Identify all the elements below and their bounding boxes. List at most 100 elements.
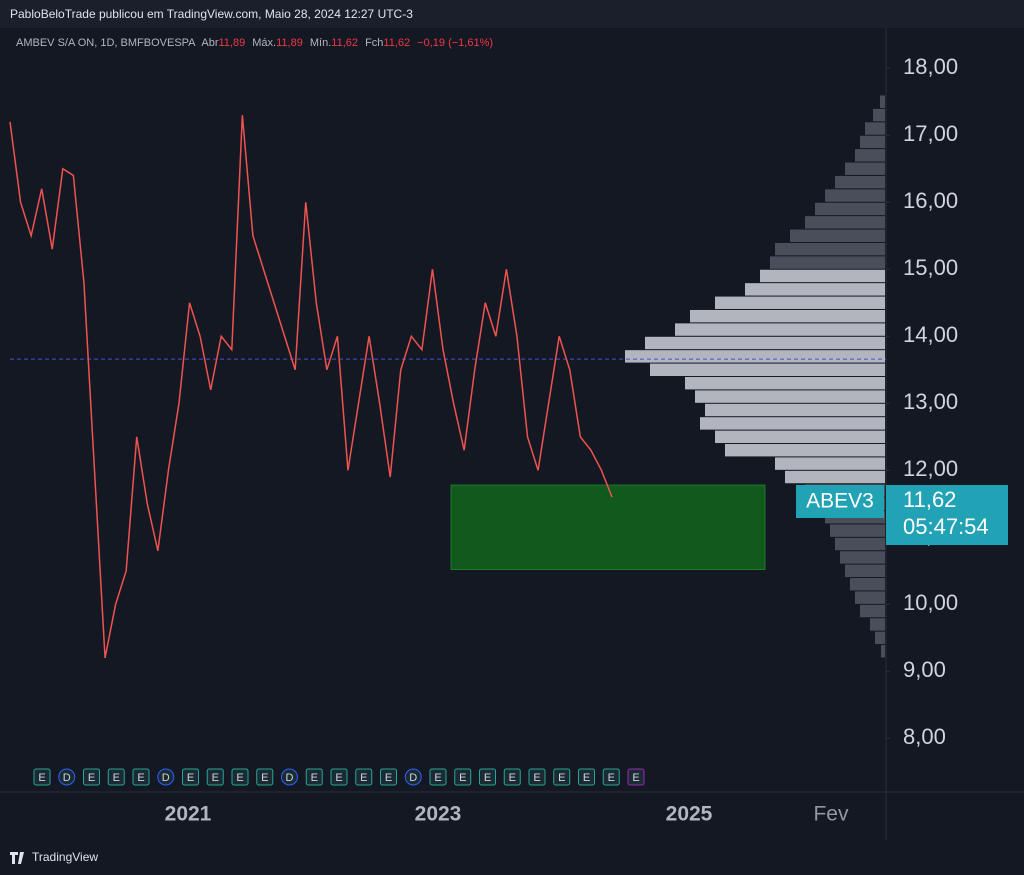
profile-bar — [875, 631, 885, 645]
event-label: E — [509, 772, 516, 784]
profile-bar — [860, 604, 885, 618]
event-label: E — [261, 772, 268, 784]
profile-bar — [865, 122, 885, 135]
event-badge — [578, 768, 595, 786]
profile-bar — [675, 323, 885, 336]
profile-bar — [855, 591, 885, 604]
event-badge — [305, 768, 323, 786]
event-badge — [553, 768, 571, 786]
logo — [10, 852, 24, 864]
event-badge — [429, 768, 447, 786]
event-label: E — [484, 772, 491, 784]
event-badge — [132, 768, 150, 786]
event-badge — [107, 768, 125, 786]
event-badge — [355, 768, 373, 786]
event-label: D — [162, 772, 170, 784]
y-tick-label: 17,00 — [903, 121, 958, 146]
value: 11,62 — [331, 37, 358, 49]
event-badge — [256, 768, 274, 786]
x-tick-label: 2023 — [415, 803, 462, 826]
ticker-badge — [796, 485, 884, 518]
event-label: E — [632, 772, 639, 784]
profile-bar — [860, 135, 885, 149]
profile-bar — [745, 283, 885, 296]
x-tick-label: Fev — [813, 803, 849, 826]
y-tick-label: 10,00 — [903, 590, 958, 615]
event-label: E — [583, 772, 590, 784]
event-badge — [330, 768, 348, 786]
event-label: E — [311, 772, 318, 784]
event-badge — [479, 768, 496, 786]
event-badge — [454, 768, 472, 786]
x-tick-label: 2025 — [666, 803, 713, 826]
profile-bar — [815, 202, 885, 216]
event-badge — [528, 768, 546, 786]
event-badge — [231, 768, 249, 786]
price-line — [9, 115, 613, 659]
event-label: E — [137, 772, 144, 784]
event-label: E — [113, 772, 120, 784]
profile-bar — [775, 242, 885, 256]
profile-bar — [835, 537, 885, 551]
footer — [0, 840, 1024, 875]
event-label: E — [335, 772, 342, 784]
event-label: E — [360, 772, 367, 784]
profile-bar — [850, 578, 885, 591]
profile-bar — [695, 390, 885, 403]
event-badge — [33, 768, 51, 786]
header-text: PabloBeloTrade publicou em TradingView.c… — [10, 7, 413, 21]
x-tick-label: 2021 — [165, 803, 212, 826]
price-badge — [886, 485, 1008, 545]
event-badge — [83, 768, 100, 786]
event-label: E — [187, 772, 194, 784]
profile-bar — [770, 256, 885, 269]
event-label: E — [558, 772, 565, 784]
profile-bar — [685, 376, 885, 390]
event-badge — [58, 768, 76, 786]
y-tick-label: 12,00 — [903, 456, 958, 481]
profile-bar — [645, 336, 885, 350]
y-tick-label: 13,00 — [903, 389, 958, 414]
profile-bar — [715, 296, 885, 309]
event-badge — [627, 768, 645, 786]
profile-bar — [845, 564, 885, 578]
event-badge — [157, 768, 175, 786]
profile-bar — [725, 444, 885, 457]
event-badge — [380, 768, 397, 786]
profile-bar — [881, 645, 885, 658]
label: Fch — [365, 37, 383, 49]
last-price: 11,62 — [903, 487, 956, 512]
event-label: E — [38, 772, 45, 784]
event-label: E — [533, 772, 540, 784]
event-label: E — [385, 772, 392, 784]
label: Máx. — [252, 37, 276, 49]
change: −0,19 (−1,61%) — [417, 37, 493, 49]
event-label: D — [409, 772, 417, 784]
event-badge — [182, 768, 199, 786]
event-label: E — [459, 772, 466, 784]
profile-bar — [705, 403, 885, 417]
y-tick-label: 15,00 — [903, 255, 958, 280]
event-badge — [602, 768, 620, 786]
event-label: E — [608, 772, 615, 784]
profile-bar — [700, 417, 885, 430]
profile-bar — [873, 108, 885, 122]
y-tick-label: 8,00 — [903, 724, 946, 749]
y-tick-label: 18,00 — [903, 54, 958, 79]
event-badge — [503, 768, 521, 786]
y-tick-label: 9,00 — [903, 657, 946, 682]
profile-bar — [880, 95, 885, 108]
zone — [450, 484, 766, 571]
profile-bar — [870, 618, 885, 631]
profile-bar — [715, 430, 885, 444]
y-tick-label: 16,00 — [903, 188, 958, 213]
profile-bar — [830, 524, 885, 537]
profile-bar — [775, 457, 885, 470]
plot: 18,0017,0016,0015,0014,0013,0012,0011,00… — [9, 54, 1008, 826]
profile-bar — [835, 175, 885, 189]
event-label: E — [88, 772, 95, 784]
profile-bar — [790, 229, 885, 242]
profile-bar — [840, 551, 885, 564]
symbol-legend: AMBEV S/A ON, 1D, BMFBOVESPA Abr11,89 Má… — [16, 37, 493, 49]
header-bar — [0, 0, 1024, 28]
